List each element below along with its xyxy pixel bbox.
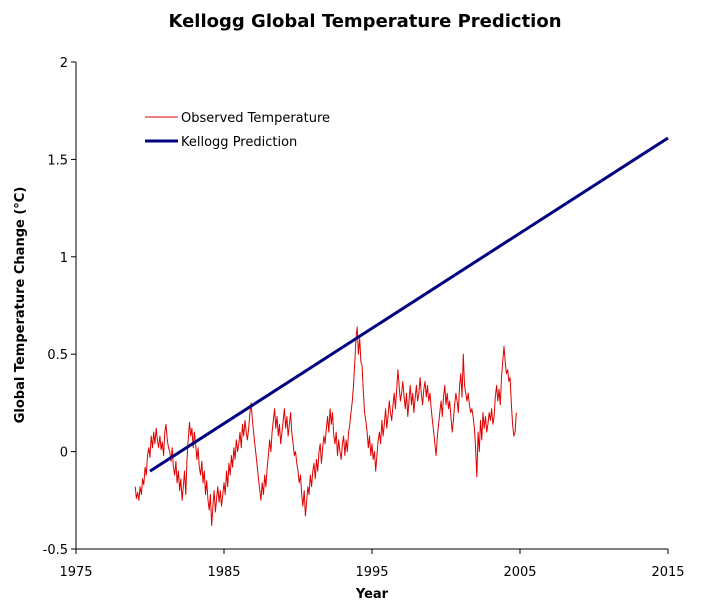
y-tick-label: 1.5: [47, 153, 68, 168]
y-axis: -0.5 0 0.5 1 1.5 2: [43, 56, 77, 558]
x-axis-label: Year: [355, 587, 389, 602]
y-tick-label: 0: [60, 446, 68, 461]
y-tick-label: 1: [60, 251, 68, 266]
x-axis: 1975 1985 1995 2005 2015: [59, 548, 685, 580]
plot-area: [134, 136, 669, 527]
y-tick-label: 0.5: [47, 348, 68, 363]
y-tick-label: -0.5: [43, 543, 68, 558]
legend-label-prediction: Kellogg Prediction: [181, 135, 297, 150]
y-tick-label: 2: [60, 56, 68, 71]
x-tick-label: 2015: [651, 565, 684, 580]
chart-title: Kellogg Global Temperature Prediction: [168, 11, 561, 32]
x-tick-label: 1995: [355, 565, 388, 580]
legend: Observed Temperature Kellogg Prediction: [145, 111, 330, 150]
x-tick-label: 1975: [59, 565, 92, 580]
observed-temperature-line: [134, 326, 517, 527]
x-tick-label: 2005: [503, 565, 536, 580]
kellogg-prediction-line: [149, 136, 669, 473]
x-tick-label: 1985: [207, 565, 240, 580]
y-axis-label: Global Temperature Change (°C): [13, 187, 28, 424]
legend-label-observed: Observed Temperature: [181, 111, 330, 126]
